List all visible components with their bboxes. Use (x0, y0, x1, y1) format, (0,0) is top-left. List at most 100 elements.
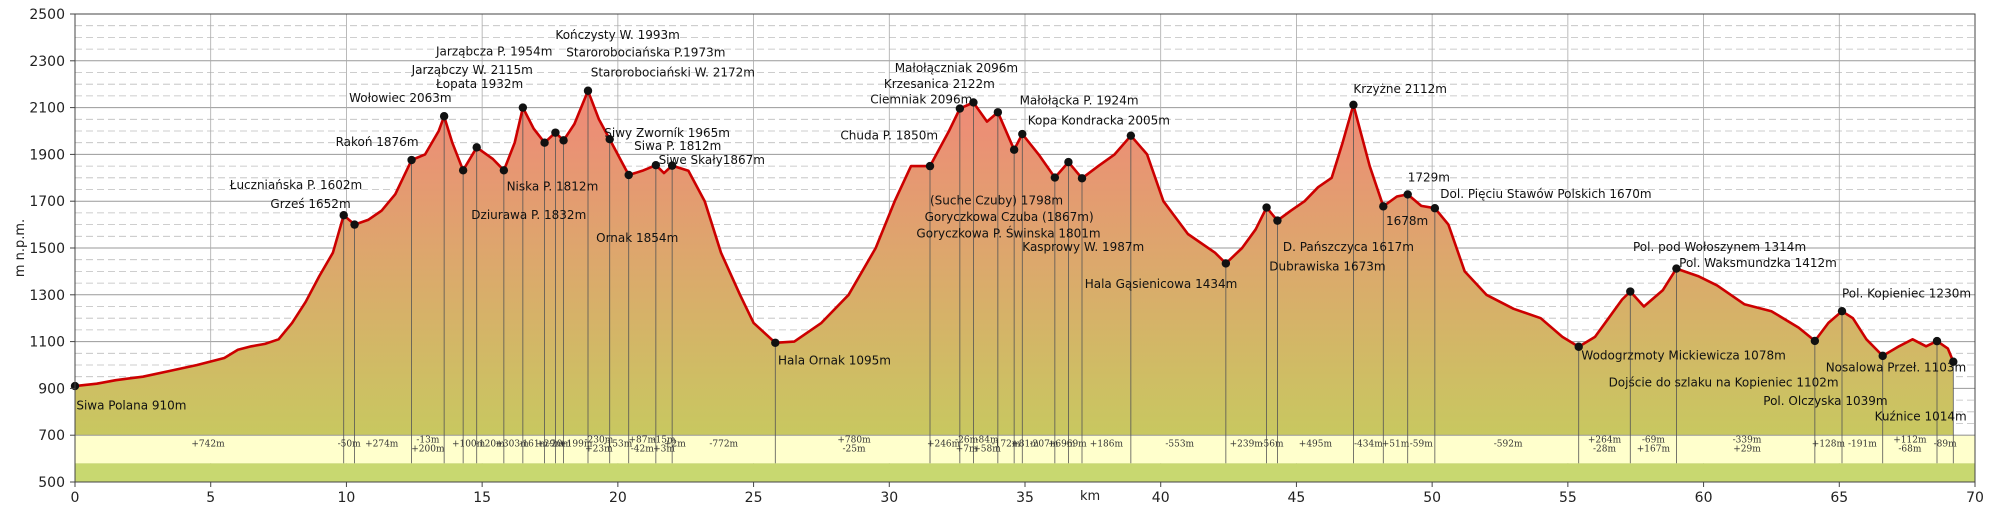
peak-label: D. Pańszczyca 1617m (1283, 240, 1414, 254)
peak-label: 1729m (1408, 170, 1450, 184)
peak-label: Małołącka P. 1924m (1020, 94, 1139, 108)
segment-band-light (75, 435, 1975, 464)
segment-label: +7m (956, 445, 978, 455)
segment-label: -28m (1593, 445, 1616, 455)
waypoint-dot (499, 166, 509, 175)
segment-label: +58m (973, 445, 1001, 455)
segment-label: +81m (1011, 439, 1039, 449)
y-tick-label: 2500 (29, 7, 65, 23)
segment-label: -69m (1064, 439, 1087, 449)
waypoint-drop-lines (74, 90, 1954, 464)
waypoint-dot (1126, 131, 1136, 140)
y-axis-title: m n.p.m. (13, 219, 28, 277)
waypoint-dot (1403, 190, 1412, 199)
segment-label: +186m (1090, 439, 1124, 449)
peak-label: Chuda P. 1850m (840, 129, 938, 143)
segment-label: -339m (1733, 436, 1762, 446)
segment-band (75, 434, 1975, 482)
waypoint-dot (955, 104, 965, 113)
segment-label: +167m (1637, 445, 1671, 455)
peak-label: Łuczniańska P. 1602m (229, 178, 363, 192)
y-tick-label: 1300 (29, 288, 65, 304)
y-tick-label: 700 (38, 428, 65, 444)
segment-label: -26m (955, 436, 978, 446)
y-tick-label: 1500 (29, 241, 65, 257)
waypoint-dot (1574, 342, 1583, 351)
x-tick-label: 60 (1695, 490, 1713, 506)
x-tick-label: 20 (609, 490, 627, 506)
waypoint-dot (472, 143, 481, 152)
peak-label: Siwy Zworník 1965m (604, 126, 730, 140)
segment-label: -120m (476, 439, 505, 449)
peak-label: Kuźnice 1014m (1875, 409, 1967, 423)
waypoint-dot (993, 108, 1003, 117)
peak-label: Dol. Pięciu Stawów Polskich 1670m (1440, 187, 1651, 201)
peak-label: Starorobociańska P.1973m (566, 46, 725, 60)
y-tick-label: 1900 (29, 147, 65, 163)
waypoint-dot (1064, 157, 1073, 167)
peak-label: Wodogrzmoty Mickiewicza 1078m (1581, 349, 1785, 363)
peak-label: Krzyżne 2112m (1353, 82, 1447, 96)
waypoint-dot (350, 220, 359, 229)
y-tick-label: 1100 (29, 335, 65, 351)
peak-label: Pol. Waksmundzka 1412m (1679, 256, 1837, 270)
waypoint-dot (605, 134, 614, 144)
segment-label: +199m (559, 439, 593, 449)
segment-label: -42m (631, 445, 654, 455)
peak-labels: Siwa Polana 910m Grześ 1652m Łuczniańska P… (76, 28, 1971, 423)
segment-label: +69m (1048, 439, 1076, 449)
waypoint-dot (439, 112, 449, 121)
segment-label: -84m (975, 436, 998, 446)
peak-label: Hala Gąsienicowa 1434m (1085, 277, 1238, 291)
peak-label: Ornak 1854m (596, 231, 678, 245)
waypoint-dot (1430, 204, 1440, 213)
segment-label: -592m (1494, 439, 1523, 449)
segment-label: -153m (603, 439, 632, 449)
segment-label: -68m (1898, 445, 1921, 455)
segment-label: -20m (548, 439, 571, 449)
x-tick-label: 40 (1152, 490, 1170, 506)
segment-label: -89m (1934, 439, 1957, 449)
peak-label: Goryczkowa P. Świnska 1801m (916, 225, 1100, 240)
x-tick-label: 30 (880, 490, 898, 506)
peak-label: Jarząbczy W. 2115m (411, 63, 533, 77)
segment-label: -207m (1030, 439, 1059, 449)
x-tick-label: 35 (1016, 490, 1034, 506)
waypoint-dot (1878, 351, 1887, 361)
waypoint-dot (624, 170, 633, 180)
segment-band-dark (75, 463, 1975, 482)
waypoint-dot (1932, 336, 1942, 346)
waypoint-dot (1050, 173, 1060, 182)
segment-label: -191m (1848, 439, 1877, 449)
x-tick-label: 65 (1830, 490, 1848, 506)
x-tick-label: 5 (206, 490, 215, 506)
waypoint-dot (1379, 202, 1388, 211)
peak-label: (Suche Czuby) 1798m (930, 194, 1063, 208)
x-axis-title: km (1080, 489, 1100, 504)
waypoint-dot (1009, 145, 1019, 154)
peak-label: Dziurawa P. 1832m (471, 208, 586, 222)
segment-label: -13m (416, 436, 439, 446)
peak-label: Siwa P. 1812m (634, 139, 721, 153)
segment-label: -25m (842, 445, 865, 455)
waypoint-dot (771, 338, 780, 347)
waypoint-dot (651, 160, 661, 170)
x-tick-label: 25 (745, 490, 763, 506)
peak-label: Rakoń 1876m (336, 135, 419, 149)
segment-label: +23m (585, 445, 613, 455)
segment-label: -772m (709, 439, 738, 449)
waypoint-dot (925, 161, 935, 171)
peak-label: Wołowiec 2063m (349, 91, 451, 105)
y-tick-label: 2100 (29, 101, 65, 117)
segment-label: +100m (452, 439, 486, 449)
segment-label: -230m (584, 436, 613, 446)
peak-label: Pol. Olczyska 1039m (1763, 394, 1887, 408)
segment-label: -69m (1642, 436, 1665, 446)
peak-label: Jarząbcza P. 1954m (435, 44, 552, 58)
segment-label: +495m (1299, 439, 1333, 449)
segment-label: +274m (365, 439, 399, 449)
segment-labels: +742m -50m +274m -13m+200m+100m-120m+303m-1… (191, 436, 1957, 455)
peak-label: Dojście do szlaku na Kopieniec 1102m (1609, 376, 1839, 390)
x-tick-label: 15 (473, 490, 491, 506)
